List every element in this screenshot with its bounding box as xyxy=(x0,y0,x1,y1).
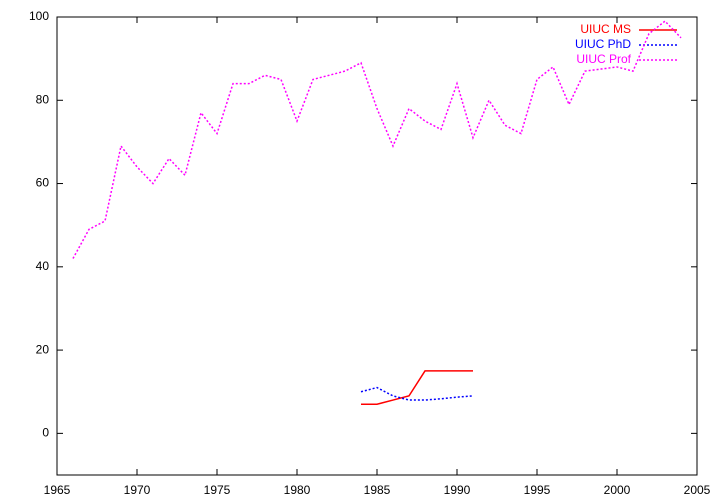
legend-label: UIUC PhD xyxy=(575,37,631,51)
y-tick-label: 40 xyxy=(36,259,50,273)
legend-label: UIUC MS xyxy=(580,22,631,36)
y-tick-label: 60 xyxy=(36,176,50,190)
y-tick-label: 100 xyxy=(29,9,49,23)
plot-frame xyxy=(56,16,698,476)
x-tick-label: 1985 xyxy=(364,483,391,497)
data-line xyxy=(72,20,682,259)
x-tick-label: 1965 xyxy=(44,483,71,497)
y-tick-label: 80 xyxy=(36,92,50,106)
legend-label: UIUC Prof xyxy=(576,52,631,66)
x-tick-label: 1990 xyxy=(444,483,471,497)
y-tick-label: 0 xyxy=(42,426,49,440)
x-tick-label: 1975 xyxy=(204,483,231,497)
x-tick-label: 1995 xyxy=(524,483,551,497)
x-tick-label: 2000 xyxy=(604,483,631,497)
data-line xyxy=(361,370,473,405)
x-tick-label: 1980 xyxy=(284,483,311,497)
y-tick-label: 20 xyxy=(36,342,50,356)
x-tick-label: 1970 xyxy=(124,483,151,497)
data-line xyxy=(360,386,474,401)
x-tick-label: 2005 xyxy=(684,483,711,497)
